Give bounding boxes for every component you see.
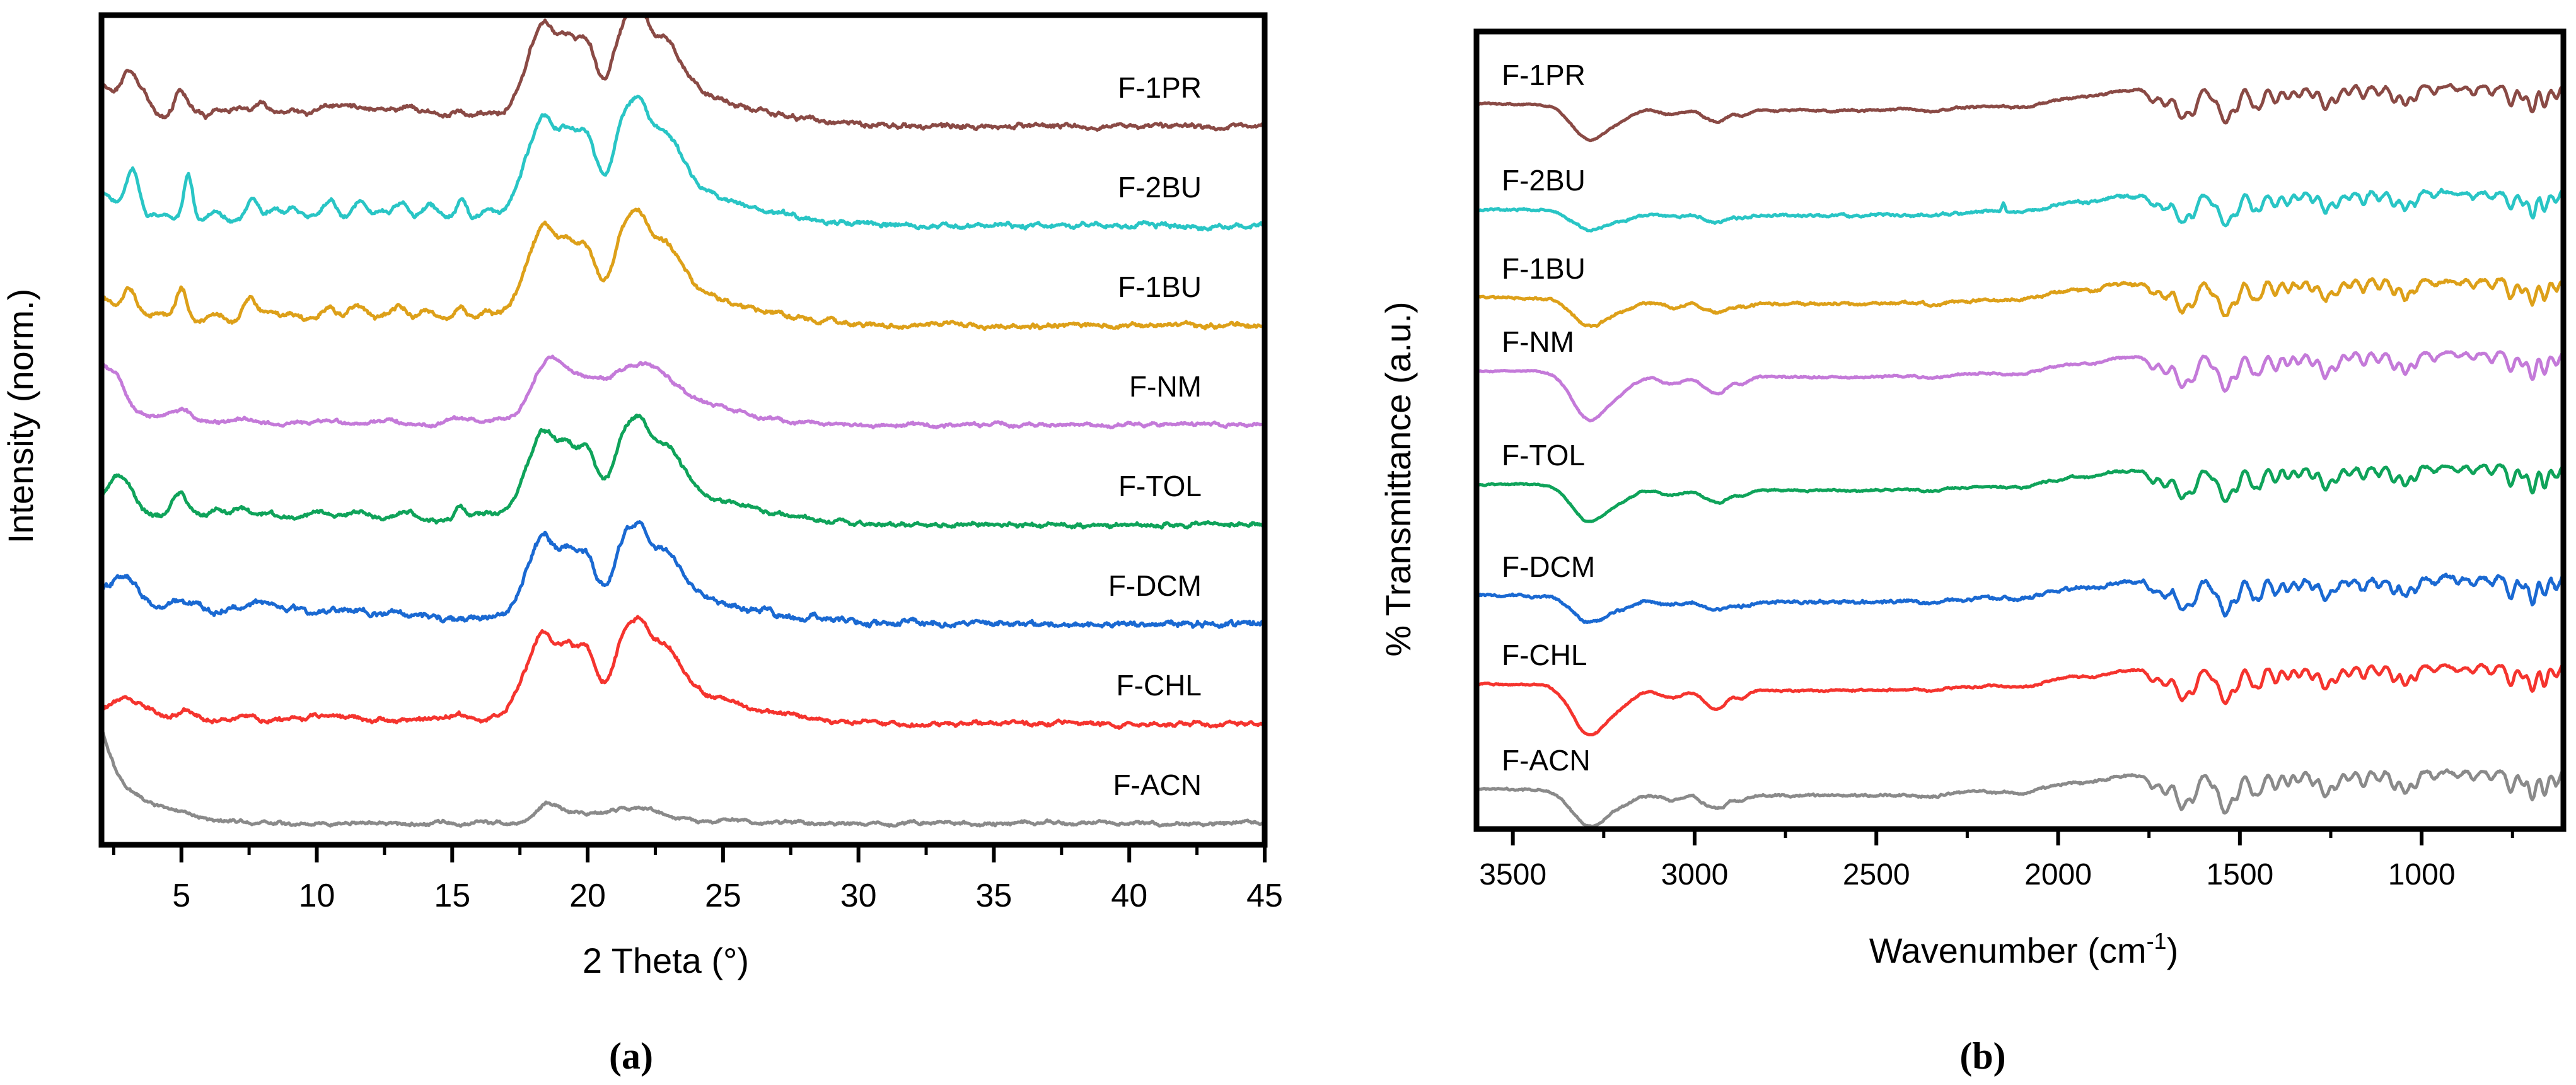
- series-label-F-2BU: F-2BU: [1118, 171, 1202, 204]
- tick-label-3000: 3000: [1661, 858, 1729, 891]
- series-path-ftir-F-NM: [1477, 350, 2563, 423]
- series-label-ftir-F-CHL: F-CHL: [1502, 639, 1587, 671]
- series-label-F-NM: F-NM: [1129, 370, 1202, 403]
- series-label-F-TOL: F-TOL: [1118, 470, 1202, 502]
- panel-a-frame: [98, 12, 1268, 848]
- series-label-F-ACN: F-ACN: [1113, 769, 1202, 801]
- tick-label-10: 10: [299, 878, 335, 914]
- series-path-F-2BU: [102, 95, 1265, 232]
- series-path-F-TOL: [102, 414, 1265, 530]
- series-path-ftir-F-1BU: [1477, 277, 2563, 328]
- series-path-F-CHL: [102, 615, 1265, 730]
- series-path-ftir-F-TOL: [1477, 463, 2563, 523]
- tick-label-1000: 1000: [2388, 858, 2456, 891]
- series-label-ftir-F-NM: F-NM: [1502, 325, 1574, 358]
- tick-label-3500: 3500: [1479, 858, 1546, 891]
- panel-b-frame: [1473, 28, 2567, 832]
- panel-a-tag: (a): [609, 1035, 653, 1077]
- panel-b-y-axis-title: % Transmittance (a.u.): [1378, 301, 1418, 656]
- tick-label-2500: 2500: [1843, 858, 1910, 891]
- series-path-ftir-F-DCM: [1477, 572, 2563, 624]
- series-label-F-1PR: F-1PR: [1118, 71, 1202, 104]
- tick-label-20: 20: [569, 878, 606, 914]
- tick-label-30: 30: [840, 878, 877, 914]
- series-label-F-CHL: F-CHL: [1117, 669, 1202, 702]
- panel-a-xrd: 5 10 15 20 25 30 35 40 45 F-1PR F-2BU F-1BU F-NM F-TO…: [1, 12, 1283, 1077]
- series-path-F-NM: [102, 354, 1265, 429]
- series-path-F-ACN: [102, 726, 1265, 828]
- series-path-ftir-F-ACN: [1477, 768, 2563, 828]
- series-path-ftir-F-CHL: [1477, 663, 2563, 736]
- tick-label-2000: 2000: [2024, 858, 2092, 891]
- series-path-F-1BU: [102, 207, 1265, 332]
- series-path-ftir-F-2BU: [1477, 187, 2563, 233]
- series-label-ftir-F-2BU: F-2BU: [1502, 164, 1586, 197]
- tick-label-25: 25: [705, 878, 741, 914]
- panel-b-ftir: 3500 3000 2500 2000 1500 1000 F-1PR F-2BU F-1BU F…: [1378, 28, 2567, 1077]
- tick-label-15: 15: [434, 878, 470, 914]
- series-label-ftir-F-ACN: F-ACN: [1502, 744, 1591, 777]
- panel-b-x-axis-title: Wavenumber (cm-1): [1869, 928, 2178, 970]
- series-label-F-1BU: F-1BU: [1118, 270, 1202, 303]
- tick-label-45: 45: [1246, 878, 1283, 914]
- tick-label-40: 40: [1111, 878, 1147, 914]
- series-path-F-DCM: [102, 520, 1265, 629]
- panel-a-y-axis-title: Intensity (norm.): [1, 289, 40, 544]
- series-label-ftir-F-DCM: F-DCM: [1502, 550, 1595, 583]
- tick-label-35: 35: [976, 878, 1012, 914]
- series-path-F-1PR: [102, 15, 1265, 132]
- tick-label-1500: 1500: [2206, 858, 2273, 891]
- series-label-ftir-F-1BU: F-1BU: [1502, 252, 1586, 285]
- series-label-F-DCM: F-DCM: [1108, 569, 1202, 602]
- panel-a-x-axis-title: 2 Theta (°): [583, 941, 749, 980]
- series-path-ftir-F-1PR: [1477, 83, 2563, 142]
- series-label-ftir-F-1PR: F-1PR: [1502, 59, 1586, 91]
- series-label-ftir-F-TOL: F-TOL: [1502, 439, 1585, 472]
- panel-b-tag: (b): [1959, 1035, 2005, 1077]
- tick-label-5: 5: [172, 878, 190, 914]
